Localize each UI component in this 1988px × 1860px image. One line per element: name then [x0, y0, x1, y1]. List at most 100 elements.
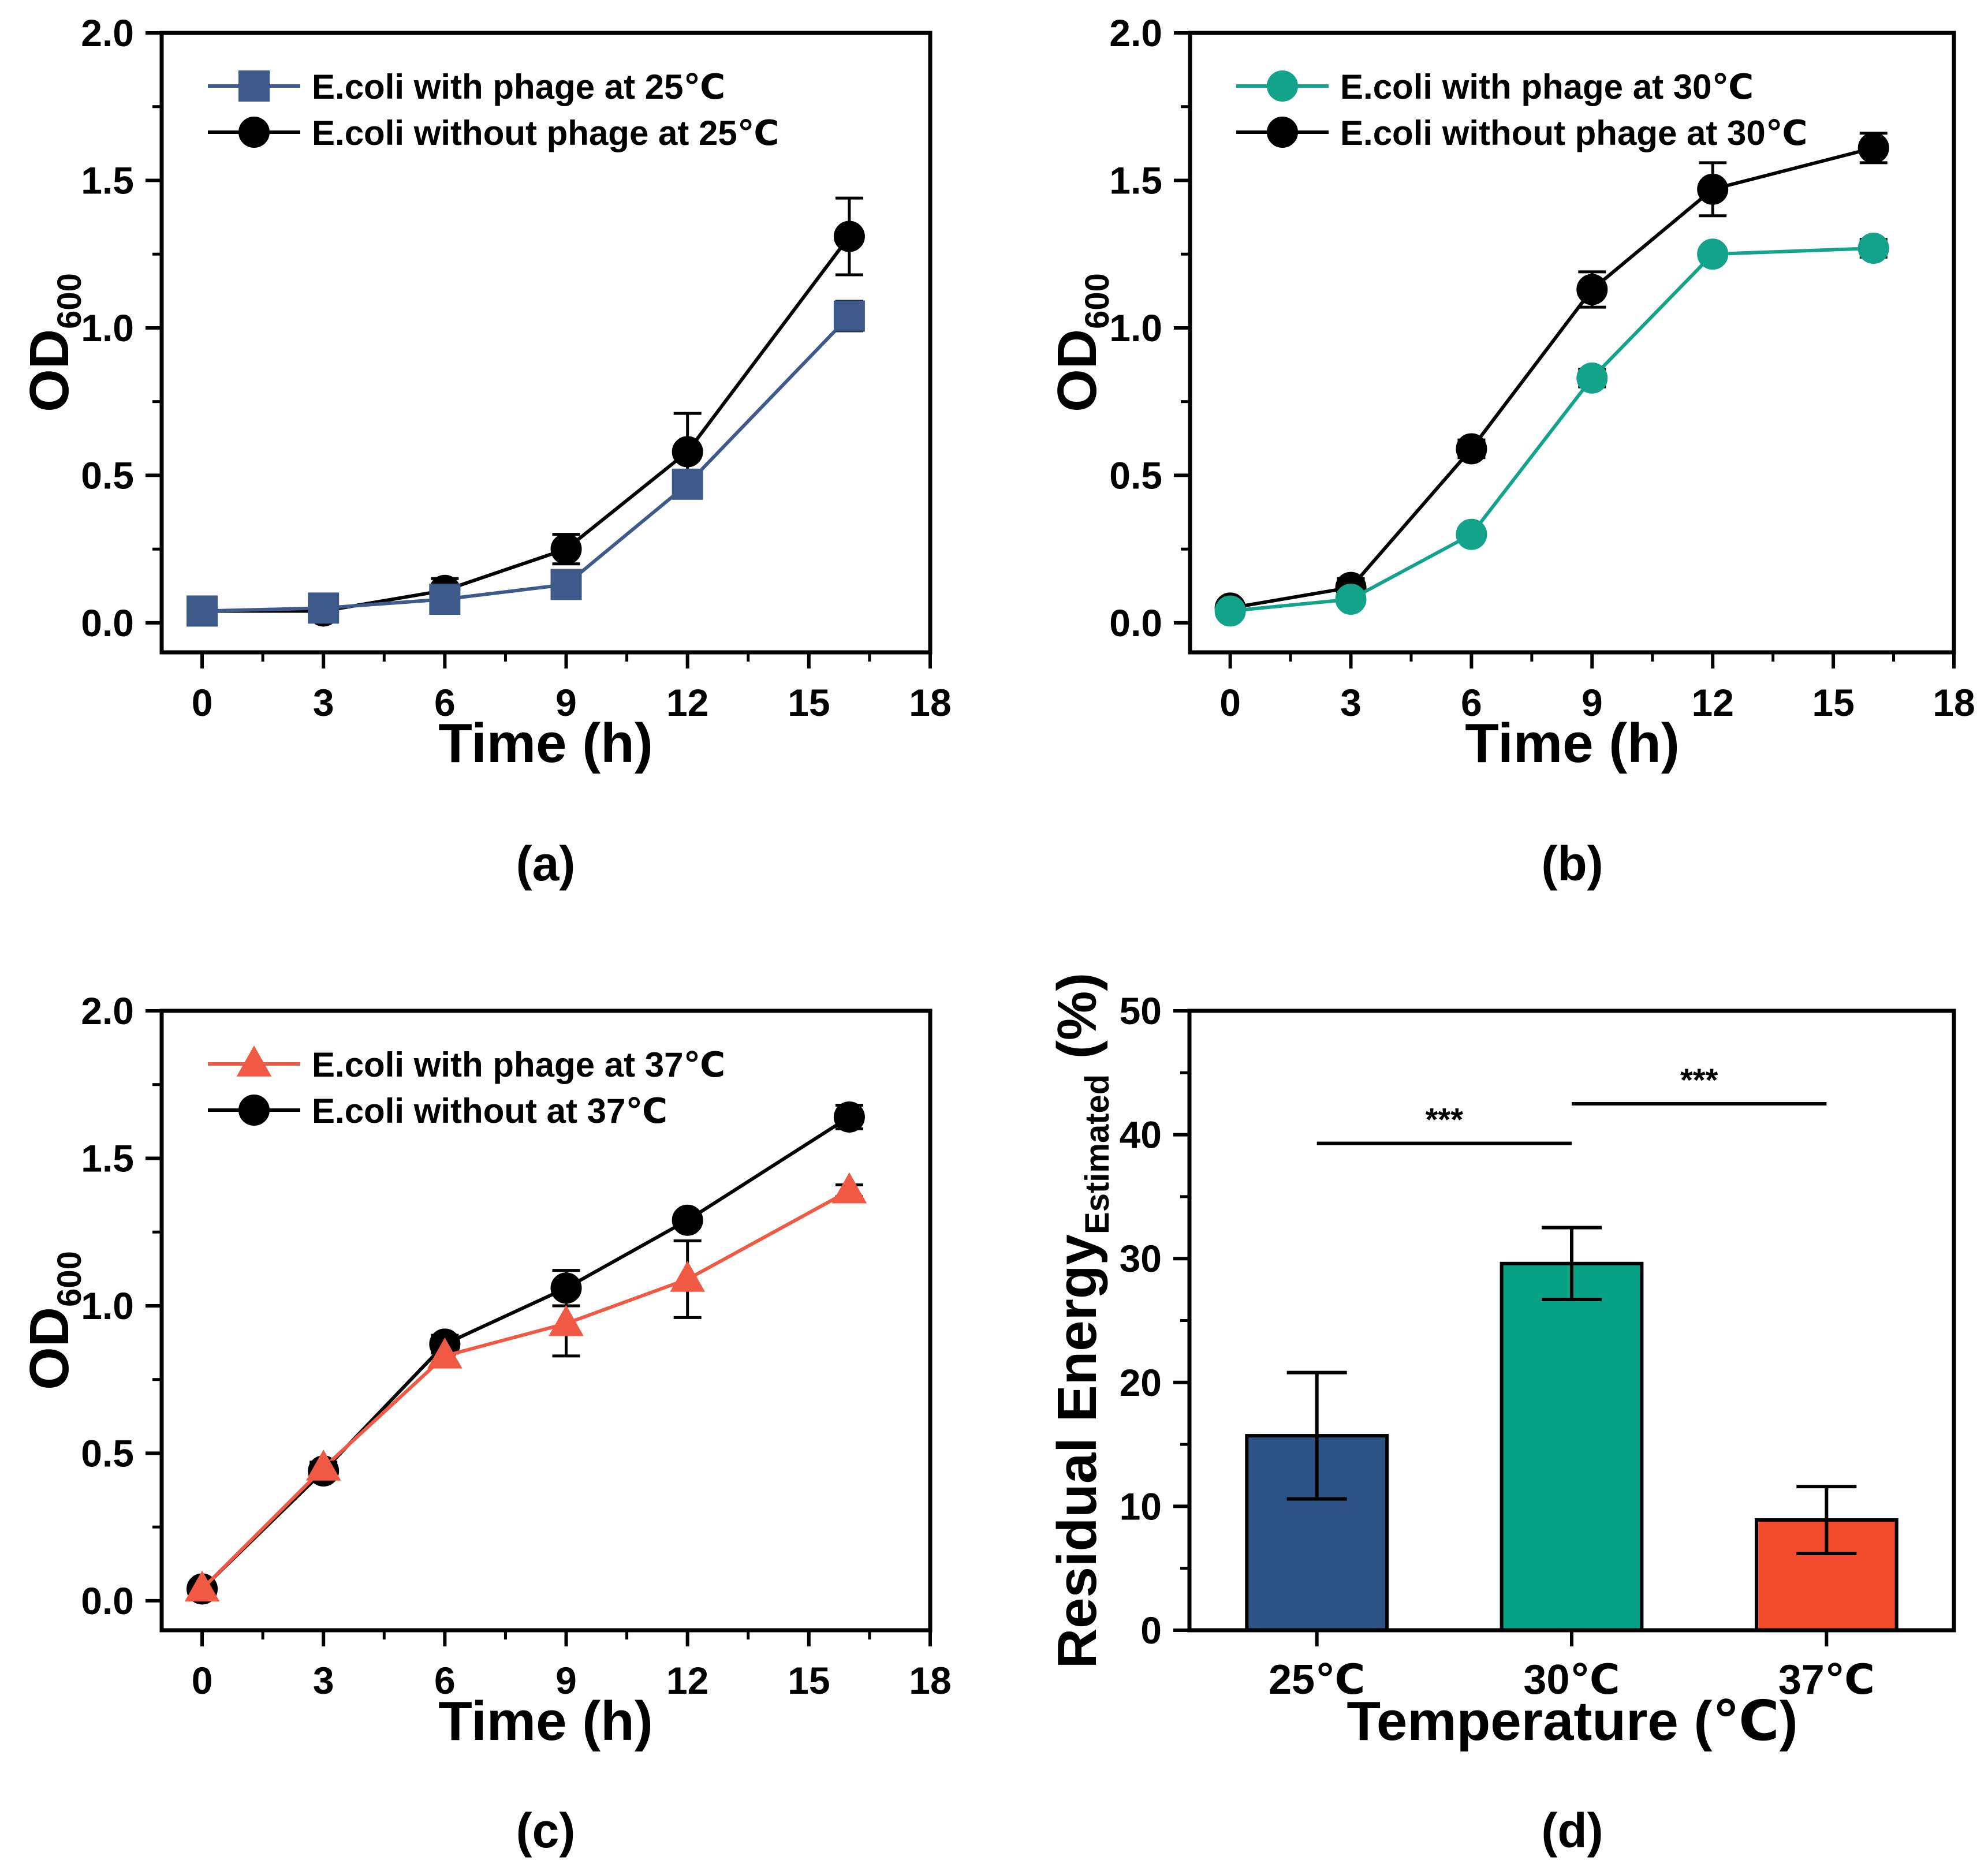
chart-a: 0 3 6 9 12 15 18 0.0 0.5 1.0 1.5 2.0 Time (h) OD600 (a…: [18, 12, 952, 891]
x-tick-label: 15: [1812, 681, 1854, 724]
x-tick-label: 18: [1933, 681, 1975, 724]
x-tick-label: 25℃: [1269, 1657, 1365, 1703]
x-axis-title: Time (h): [1465, 712, 1680, 774]
series-line: [202, 235, 851, 613]
data-point: [1576, 362, 1608, 394]
legend: E.coli with phage at 30℃ E.coli without p…: [1236, 68, 1807, 152]
x-tick-label: 9: [555, 1659, 577, 1702]
y-tick-label: 1.5: [81, 1137, 134, 1179]
y-tick-label: 10: [1120, 1485, 1162, 1527]
panel-label: (b): [1541, 836, 1603, 891]
plot-frame: [1188, 31, 1956, 655]
significance-label: ***: [1426, 1101, 1464, 1138]
data-point: [1456, 518, 1487, 550]
x-tick-label: 9: [1582, 681, 1603, 724]
series-0: [184, 1172, 867, 1602]
y-tick-label: 1.5: [81, 159, 134, 201]
data-point: [831, 1172, 867, 1204]
legend-marker: [1267, 117, 1298, 148]
series-line: [200, 1115, 851, 1590]
bar: [1500, 1261, 1644, 1632]
data-point: [427, 1337, 463, 1369]
series-0: [1214, 232, 1889, 627]
series-line: [202, 315, 851, 613]
y-axis-title-sub: 600: [51, 1251, 88, 1307]
y-axis-title-main: Residual Energy: [1046, 1234, 1108, 1668]
y-tick-label: 20: [1120, 1361, 1162, 1404]
y-tick-label: 0.5: [81, 454, 134, 496]
legend-label: E.coli with phage at 25℃: [312, 68, 725, 106]
y-axis-title-unit: (%): [1046, 973, 1108, 1074]
x-tick-label: 37℃: [1778, 1657, 1875, 1703]
data-point: [1697, 173, 1729, 205]
y-axis-title-sub: 600: [51, 273, 88, 329]
significance-label: ***: [1680, 1062, 1718, 1098]
series-line: [1230, 246, 1874, 613]
chart-b: 0 3 6 9 12 15 18 0.0 0.5 1.0 1.5 2.0 Time (h) OD600 (b…: [1046, 12, 1975, 891]
y-axis-title: OD600: [18, 1251, 88, 1390]
data-point: [672, 1204, 703, 1236]
data-point: [670, 1261, 705, 1292]
x-tick-label: 3: [313, 681, 334, 724]
legend-marker: [1267, 70, 1298, 102]
y-tick-label: 0.0: [81, 602, 134, 644]
series-line: [1230, 146, 1874, 610]
x-tick-label: 6: [1461, 681, 1482, 724]
data-point: [833, 300, 865, 332]
y-tick-label: 1.0: [81, 1284, 134, 1327]
y-tick-label: 1.0: [81, 307, 134, 349]
y-axis-title-sub: Estimated: [1079, 1074, 1116, 1234]
data-point: [1858, 132, 1889, 164]
y-axis-title-sub: 600: [1079, 273, 1116, 329]
x-tick-label: 0: [192, 681, 213, 724]
series-0: [187, 300, 865, 627]
chart-c: 0 3 6 9 12 15 18 0.0 0.5 1.0 1.5 2.0 Time (h) OD600 (c…: [18, 989, 952, 1858]
x-axis-title: Temperature (℃): [1347, 1690, 1797, 1752]
data-point: [550, 569, 582, 600]
legend-label: E.coli without phage at 25℃: [312, 114, 779, 152]
y-axis-title: OD600: [1046, 273, 1116, 412]
legend: E.coli with phage at 37℃ E.coli without a…: [208, 1045, 725, 1130]
legend: E.coli with phage at 25℃ E.coli without p…: [208, 68, 779, 152]
panel-label: (a): [516, 836, 576, 891]
x-tick-label: 0: [192, 1659, 213, 1702]
series-1: [1214, 132, 1889, 624]
y-axis-title-main: OD: [18, 1307, 80, 1390]
series-line: [200, 1189, 851, 1590]
x-tick-label: 6: [434, 1659, 456, 1702]
y-tick-label: 50: [1120, 989, 1162, 1032]
chart-d: 25℃ 30℃ 37℃ 0 10 20 30 40 50 *** *** Temperature (℃…: [1046, 973, 1956, 1858]
data-point: [187, 595, 218, 627]
y-tick-label: 0.5: [1109, 454, 1162, 496]
x-tick-label: 3: [313, 1659, 334, 1702]
legend-label: E.coli without at 37℃: [312, 1092, 667, 1130]
data-point: [308, 592, 340, 624]
x-tick-label: 18: [909, 1659, 951, 1702]
x-axis-title: Time (h): [438, 1690, 653, 1752]
x-tick-label: 12: [666, 681, 708, 724]
panel-label: (d): [1541, 1803, 1603, 1858]
y-axis-title-main: OD: [1046, 329, 1108, 412]
legend-marker: [238, 117, 270, 148]
x-tick-label: 12: [1691, 681, 1733, 724]
data-point: [1456, 433, 1487, 465]
data-point: [1214, 595, 1246, 627]
data-point: [549, 1305, 584, 1336]
data-point: [1576, 274, 1608, 305]
y-tick-label: 40: [1120, 1114, 1162, 1156]
data-point: [1858, 232, 1889, 264]
x-tick-label: 30℃: [1523, 1657, 1620, 1703]
y-tick-label: 0: [1140, 1609, 1162, 1652]
x-tick-label: 0: [1219, 681, 1241, 724]
legend-marker: [238, 70, 270, 102]
legend-label: E.coli with phage at 30℃: [1340, 68, 1754, 106]
data-point: [672, 436, 703, 468]
y-axis-title: OD600: [18, 273, 88, 412]
y-axis-title: Residual EnergyEstimated (%): [1046, 973, 1116, 1668]
series-1: [187, 1101, 865, 1605]
data-point: [833, 221, 865, 252]
panel-label: (c): [516, 1803, 576, 1858]
y-tick-label: 30: [1120, 1237, 1162, 1280]
x-tick-label: 15: [788, 1659, 830, 1702]
y-tick-label: 0.5: [81, 1432, 134, 1474]
